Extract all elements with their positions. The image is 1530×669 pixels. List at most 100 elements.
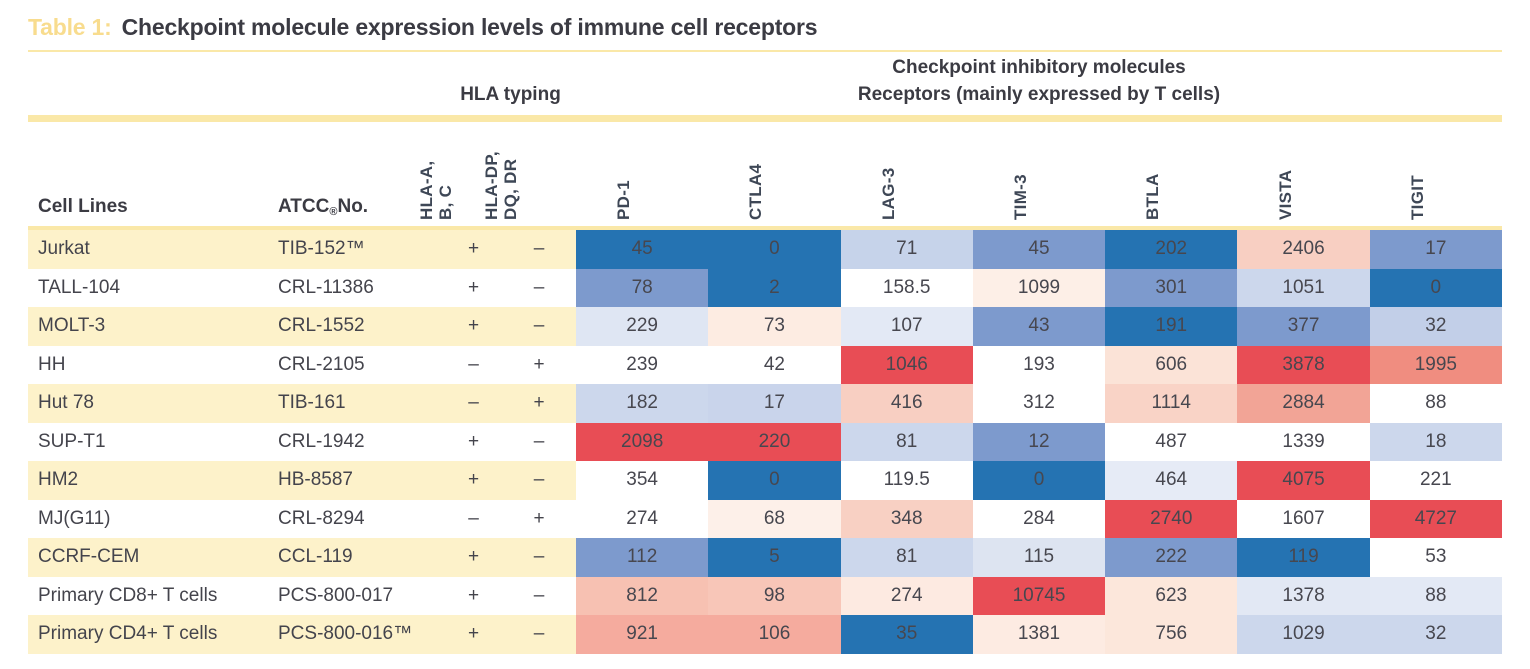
expression-value-cell: 1114 bbox=[1105, 384, 1238, 423]
receptor-rotated-label: BTLA bbox=[1143, 173, 1163, 220]
expression-value-cell: 221 bbox=[1369, 461, 1502, 500]
hla-dpdqdr-value: + bbox=[502, 345, 576, 384]
receptor-rotated-label: PD-1 bbox=[614, 180, 634, 220]
expression-value-cell: 2406 bbox=[1237, 230, 1370, 269]
registered-mark: ® bbox=[329, 206, 338, 218]
hla-abc-value: – bbox=[445, 345, 502, 384]
hla-dpdqdr-value: + bbox=[502, 499, 576, 538]
table-row: HM2 HB-8587 + –354 0 119.5 0 464 4075 221 bbox=[28, 461, 1502, 500]
expression-value-cell: 71 bbox=[840, 230, 973, 269]
expression-value-cell: 2884 bbox=[1237, 384, 1370, 423]
expression-value-cell: 32 bbox=[1369, 615, 1502, 654]
table-row: Jurkat TIB-152™ + –45 0 71 45 202 2406 17 bbox=[28, 230, 1502, 269]
expression-value-cell: 45 bbox=[972, 230, 1106, 269]
expression-value-cell: 229 bbox=[576, 307, 709, 346]
column-header-row: Cell Lines ATCC ® No. HLA-A, B, C HLA-DP,… bbox=[28, 122, 1502, 226]
cell-line-name: Hut 78 bbox=[28, 384, 270, 423]
column-header-receptor-tigit: TIGIT bbox=[1370, 122, 1502, 226]
receptor-rotated-label: TIGIT bbox=[1407, 175, 1427, 220]
group-header-checkpoint: Checkpoint inhibitory molecules Receptor… bbox=[576, 52, 1502, 115]
receptor-rotated-label: LAG-3 bbox=[878, 167, 898, 221]
table-row: MOLT-3 CRL-1552 + –229 73 107 43 191 377 32 bbox=[28, 307, 1502, 346]
expression-value-cell: 68 bbox=[708, 499, 841, 538]
column-header-receptor-btla: BTLA bbox=[1105, 122, 1237, 226]
atcc-number: CRL-1552 bbox=[270, 307, 445, 346]
group-header-spacer bbox=[28, 52, 445, 115]
expression-value-cell: 2098 bbox=[576, 422, 709, 461]
expression-value-cell: 3878 bbox=[1237, 345, 1370, 384]
expression-value-cell: 348 bbox=[840, 499, 973, 538]
cell-line-name: Primary CD4+ T cells bbox=[28, 615, 270, 654]
expression-value-cell: 1995 bbox=[1369, 345, 1502, 384]
expression-value-cell: 81 bbox=[840, 538, 973, 577]
expression-value-cell: 43 bbox=[972, 307, 1106, 346]
hla-abc-value: + bbox=[445, 538, 502, 577]
atcc-label: ATCC bbox=[278, 196, 330, 217]
table-title: Table 1: Checkpoint molecule expression l… bbox=[28, 0, 1502, 42]
table-row: Hut 78 TIB-161– +182 17 416 312 1114 2884 88 bbox=[28, 384, 1502, 423]
column-header-cell-lines: Cell Lines bbox=[38, 196, 128, 217]
receptor-rotated-label: CTLA4 bbox=[746, 163, 766, 220]
expression-value-cell: 1099 bbox=[972, 268, 1106, 307]
column-header-hla-dpdqdr: HLA-DP, DQ, DR bbox=[482, 122, 576, 226]
hla-dpdqdr-value: – bbox=[502, 268, 576, 307]
expression-value-cell: 115 bbox=[972, 538, 1106, 577]
table-row: Primary CD8+ T cells PCS-800-017 + –812 98 27… bbox=[28, 576, 1502, 615]
hla-dpdqdr-value: – bbox=[502, 538, 576, 577]
table-row: CCRF-CEM CCL-119 + –112 5 81 115 222 119 53 bbox=[28, 538, 1502, 577]
expression-value-cell: 812 bbox=[576, 576, 709, 615]
cell-line-name: CCRF-CEM bbox=[28, 538, 270, 577]
expression-value-cell: 377 bbox=[1237, 307, 1370, 346]
atcc-number: CRL-11386 bbox=[270, 268, 445, 307]
expression-value-cell: 107 bbox=[840, 307, 973, 346]
group-header-hla-typing: HLA typing bbox=[460, 84, 561, 105]
hla-abc-value: + bbox=[445, 268, 502, 307]
hla-dpdqdr-value: + bbox=[502, 384, 576, 423]
hla-dpdqdr-rotated-label: HLA-DP, DQ, DR bbox=[482, 151, 520, 220]
cell-line-name: SUP-T1 bbox=[28, 422, 270, 461]
expression-value-cell: 1046 bbox=[840, 345, 973, 384]
group-header-checkpoint-line1: Checkpoint inhibitory molecules bbox=[892, 57, 1186, 78]
expression-value-cell: 17 bbox=[1369, 230, 1502, 269]
expression-value-cell: 1381 bbox=[972, 615, 1106, 654]
column-header-receptor-ctla4: CTLA4 bbox=[708, 122, 840, 226]
atcc-no-label: No. bbox=[337, 196, 369, 217]
expression-value-cell: 0 bbox=[708, 461, 841, 500]
expression-value-cell: 98 bbox=[708, 576, 841, 615]
expression-value-cell: 301 bbox=[1105, 268, 1238, 307]
cell-line-name: Primary CD8+ T cells bbox=[28, 576, 270, 615]
expression-value-cell: 193 bbox=[972, 345, 1106, 384]
atcc-number: PCS-800-016™ bbox=[270, 615, 445, 654]
expression-value-cell: 45 bbox=[576, 230, 709, 269]
hla-dpdqdr-value: – bbox=[502, 576, 576, 615]
expression-value-cell: 53 bbox=[1369, 538, 1502, 577]
expression-value-cell: 88 bbox=[1369, 576, 1502, 615]
hla-abc-value: + bbox=[445, 461, 502, 500]
atcc-number: CRL-8294 bbox=[270, 499, 445, 538]
expression-value-cell: 191 bbox=[1105, 307, 1238, 346]
expression-value-cell: 0 bbox=[972, 461, 1106, 500]
hla-dpdqdr-value: – bbox=[502, 230, 576, 269]
expression-value-cell: 1378 bbox=[1237, 576, 1370, 615]
divider-under-group-headers bbox=[28, 115, 1502, 122]
table-number-label: Table 1: bbox=[28, 14, 112, 40]
expression-value-cell: 2 bbox=[708, 268, 841, 307]
expression-value-cell: 17 bbox=[708, 384, 841, 423]
expression-value-cell: 202 bbox=[1105, 230, 1238, 269]
cell-line-name: HM2 bbox=[28, 461, 270, 500]
cell-line-name: TALL-104 bbox=[28, 268, 270, 307]
expression-value-cell: 284 bbox=[972, 499, 1106, 538]
expression-value-cell: 1029 bbox=[1237, 615, 1370, 654]
hla-abc-value: + bbox=[445, 307, 502, 346]
expression-value-cell: 623 bbox=[1105, 576, 1238, 615]
expression-value-cell: 42 bbox=[708, 345, 841, 384]
expression-value-cell: 32 bbox=[1369, 307, 1502, 346]
expression-value-cell: 220 bbox=[708, 422, 841, 461]
hla-abc-rotated-label: HLA-A, B, C bbox=[416, 160, 455, 220]
receptor-rotated-label: TIM-3 bbox=[1010, 174, 1030, 220]
expression-value-cell: 5 bbox=[708, 538, 841, 577]
table-title-text: Checkpoint molecule expression levels of… bbox=[121, 14, 818, 40]
expression-value-cell: 416 bbox=[840, 384, 973, 423]
hla-abc-value: + bbox=[445, 230, 502, 269]
